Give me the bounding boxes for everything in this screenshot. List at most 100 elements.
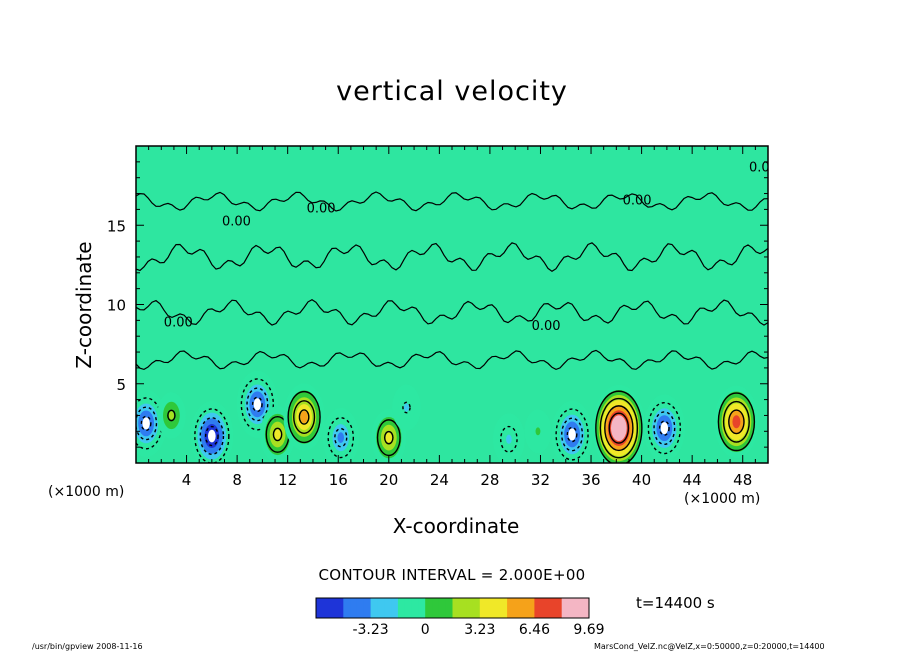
colorbar-segment [534, 598, 542, 618]
colorbar-segment [561, 598, 570, 618]
contour-ring-11-1 [555, 408, 589, 461]
x-tick-label: 44 [683, 471, 702, 489]
velocity-cell-10 [524, 409, 552, 454]
velocity-cell-11 [551, 400, 593, 463]
colorbar-segment [445, 598, 453, 618]
colorbar-segment [472, 598, 481, 618]
velocity-cell-1 [157, 392, 186, 439]
colorbar-segment [411, 598, 419, 618]
colorbar-segment [438, 598, 447, 618]
velocity-level-12-7 [614, 420, 624, 436]
footer-source: MarsCond_VelZ.nc@VelZ,x=0:50000,z=0:2000… [594, 642, 825, 651]
velocity-level-2-5 [207, 429, 216, 443]
contour-ring-12-2 [599, 397, 639, 459]
chart-title: vertical velocity [336, 76, 568, 107]
colorbar-segment [425, 598, 433, 618]
contour-ring-13-3 [658, 420, 670, 436]
contour-ring-12-3 [604, 405, 634, 452]
contour-ring-5-2 [293, 400, 316, 434]
contour-ring-14-3 [728, 409, 745, 435]
velocity-cell-13 [643, 394, 685, 462]
colorbar-segment [486, 598, 494, 618]
velocity-cell-6 [322, 407, 359, 463]
x-unit-label-left: (×1000 m) [48, 484, 125, 500]
colorbar-segment [336, 598, 344, 618]
contour-ring-0-3 [140, 415, 152, 432]
velocity-level-11-4 [568, 428, 576, 441]
velocity-level-14-5 [732, 415, 741, 429]
colorbar-segment [384, 598, 392, 618]
colorbar: -3.23 0 3.23 6.46 9.69 [315, 597, 605, 638]
velocity-level-4-3 [274, 429, 281, 440]
velocity-cell-2 [190, 401, 234, 463]
velocity-cell-14 [714, 385, 759, 458]
colorbar-segment [418, 598, 426, 618]
x-tick-label: 36 [581, 471, 600, 489]
colorbar-segment [479, 598, 488, 618]
colorbar-segment [466, 598, 474, 618]
contour-ring-3-3 [251, 396, 263, 413]
y-tick-label: 5 [116, 376, 126, 394]
x-tick-label: 48 [733, 471, 752, 489]
colorbar-segment [343, 598, 351, 618]
contour-line-1 [136, 191, 768, 212]
colorbar-segment [500, 598, 508, 618]
velocity-level-3-4 [253, 398, 262, 411]
contour-ring-12-4 [608, 412, 630, 444]
contour-interval-label: CONTOUR INTERVAL = 2.000E+00 [318, 566, 586, 584]
colorbar-segment [356, 598, 365, 618]
x-tick-label: 24 [430, 471, 449, 489]
contour-ring-5-1 [287, 390, 321, 444]
velocity-level-1-2 [168, 411, 174, 420]
colorbar-segment [432, 598, 440, 618]
colorbar-segment [452, 598, 460, 618]
colorbar-tick-label: 9.69 [573, 622, 604, 638]
colorbar-tick-label: -3.23 [352, 622, 388, 638]
contour-line-2 [136, 242, 768, 273]
colorbar-segment [582, 598, 590, 618]
contour-ring-4-2 [272, 427, 283, 442]
colorbar-segment [377, 598, 385, 618]
contour-ring-11-2 [561, 417, 584, 452]
colorbar-segment [513, 598, 522, 618]
contour-ring-2-2 [199, 417, 225, 456]
colorbar-segment [322, 598, 331, 618]
velocity-level-9-2 [506, 434, 512, 444]
velocity-cell-12 [592, 384, 646, 463]
colorbar-tick-label: 0 [421, 622, 430, 638]
contour-ring-5-3 [298, 409, 310, 425]
velocity-cell-9 [493, 413, 525, 463]
colorbar-segment [397, 598, 406, 618]
colorbar-segment [350, 598, 358, 618]
x-tick-label: 12 [278, 471, 297, 489]
contour-ring-8-1 [402, 401, 411, 414]
colorbar-segment [493, 598, 501, 618]
contour-label-1: 0.00 [307, 202, 336, 217]
velocity-level-6-3 [337, 432, 345, 443]
colorbar-segment [541, 598, 549, 618]
colorbar-segment [548, 598, 556, 618]
contour-label-3: 0.00 [164, 316, 193, 331]
velocity-cell-4 [260, 406, 295, 463]
colorbar-segment [363, 598, 372, 618]
colorbar-segment [459, 598, 467, 618]
colorbar-segment [404, 598, 413, 618]
contour-ring-1-1 [167, 409, 176, 422]
velocity-field [136, 370, 759, 463]
contour-line-3 [136, 299, 768, 326]
x-tick-label: 8 [232, 471, 242, 489]
colorbar-segment [391, 598, 399, 618]
y-tick-label: 15 [107, 217, 126, 235]
velocity-level-5-4 [300, 410, 308, 424]
colorbar-segment [316, 598, 324, 618]
contour-ring-2-1 [194, 408, 230, 463]
contour-ring-3-2 [246, 387, 269, 422]
velocity-level-7-3 [385, 432, 392, 443]
velocity-cell-5 [283, 383, 325, 451]
contour-ring-9-1 [500, 425, 518, 453]
contour-label-4: 0.00 [532, 319, 561, 334]
velocity-level-13-4 [660, 422, 669, 435]
x-tick-label: 40 [632, 471, 651, 489]
